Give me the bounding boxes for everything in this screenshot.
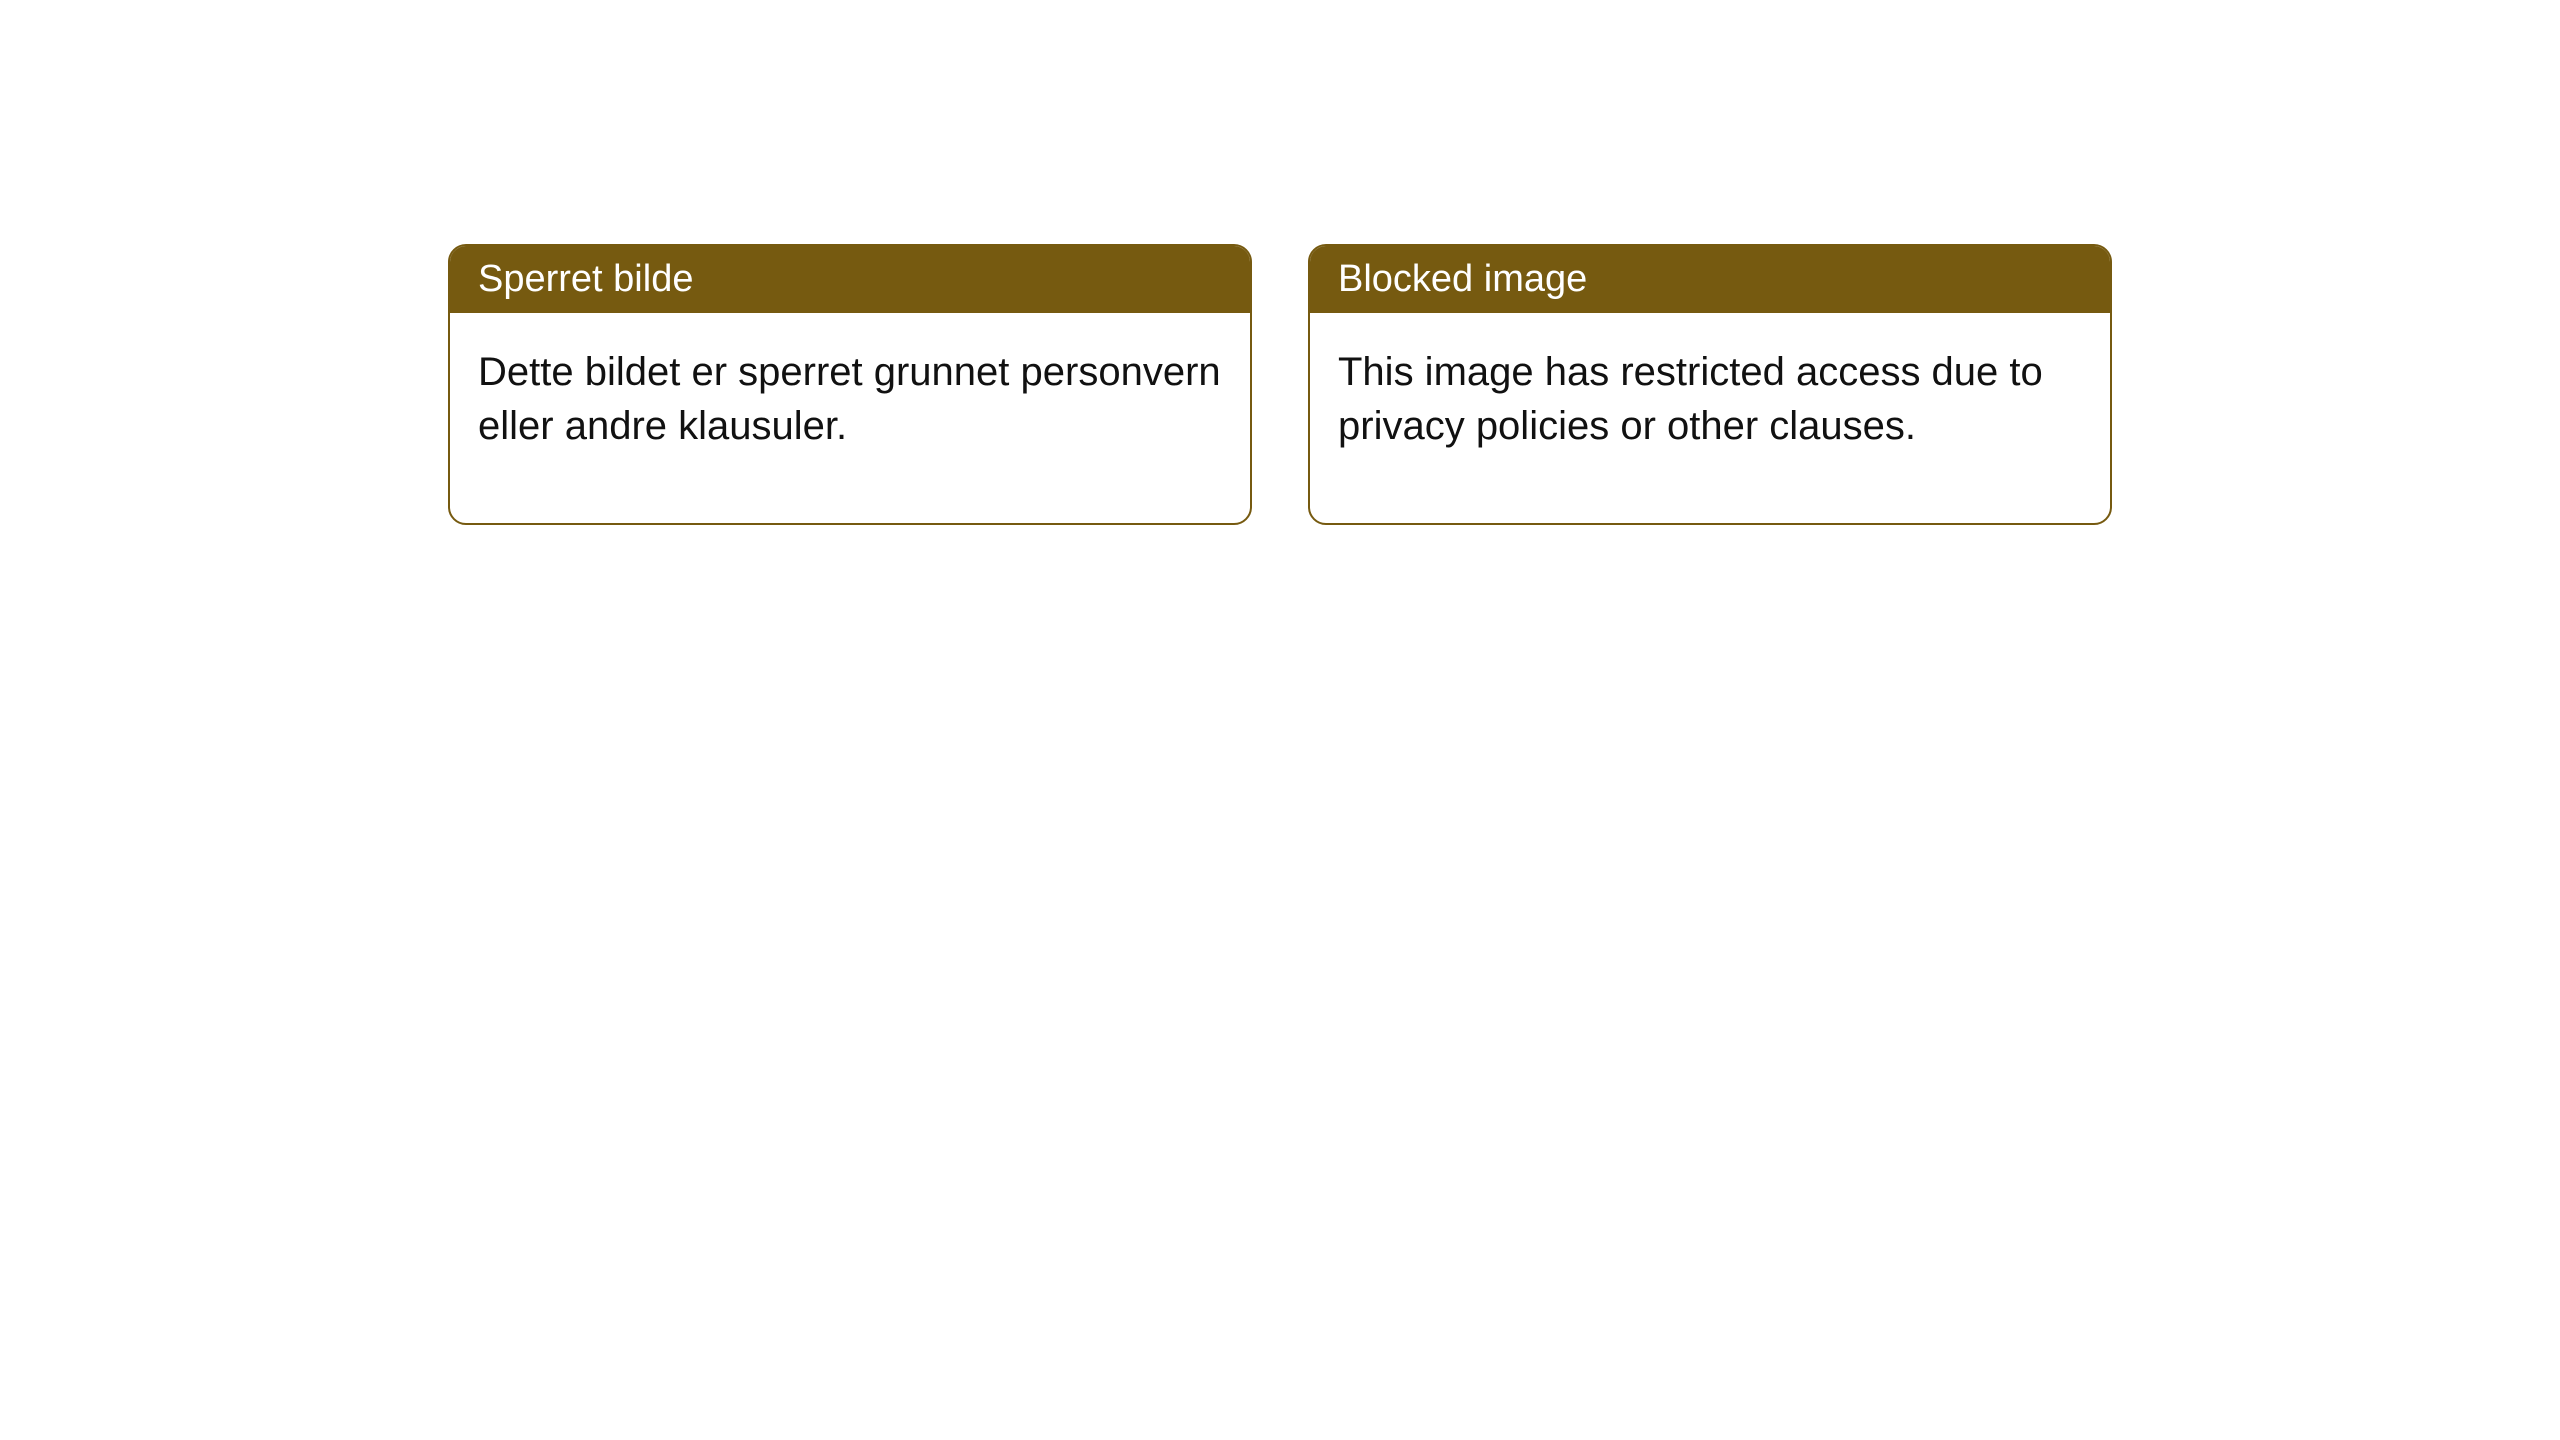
notice-title-norwegian: Sperret bilde xyxy=(450,246,1250,313)
notice-card-english: Blocked image This image has restricted … xyxy=(1308,244,2112,525)
notice-title-english: Blocked image xyxy=(1310,246,2110,313)
notice-body-norwegian: Dette bildet er sperret grunnet personve… xyxy=(450,313,1250,523)
notice-card-norwegian: Sperret bilde Dette bildet er sperret gr… xyxy=(448,244,1252,525)
notice-body-english: This image has restricted access due to … xyxy=(1310,313,2110,523)
notice-container: Sperret bilde Dette bildet er sperret gr… xyxy=(448,244,2112,525)
